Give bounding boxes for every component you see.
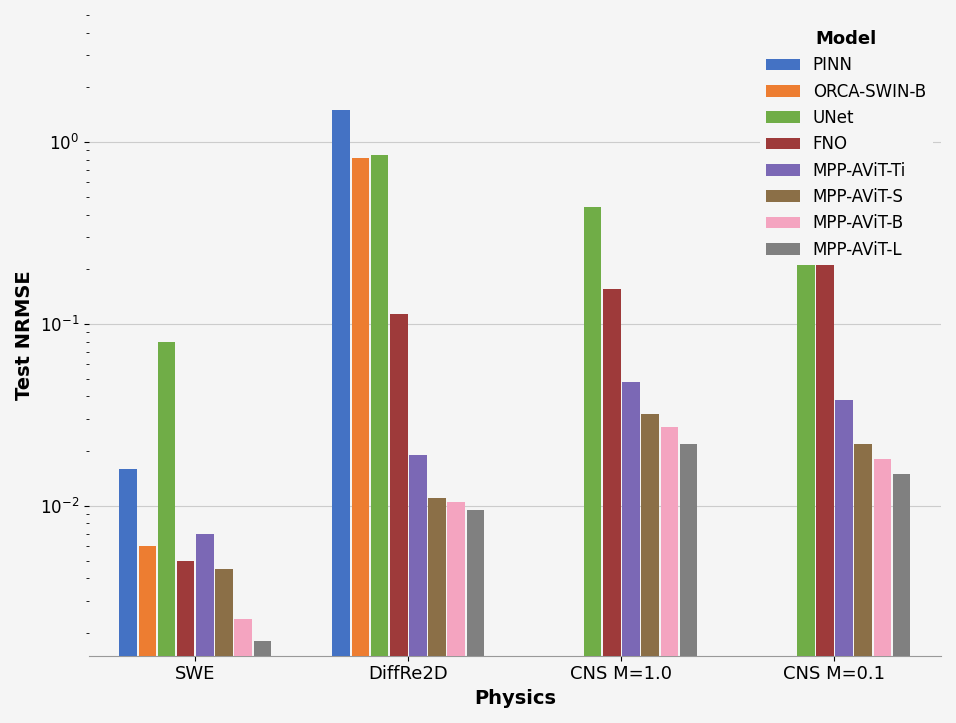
Bar: [584, 207, 601, 723]
Bar: [855, 444, 872, 723]
Bar: [661, 427, 678, 723]
Bar: [603, 289, 620, 723]
Bar: [390, 315, 407, 723]
Bar: [215, 569, 233, 723]
Bar: [836, 401, 853, 723]
Bar: [158, 342, 175, 723]
Bar: [409, 455, 426, 723]
Bar: [120, 469, 137, 723]
Bar: [680, 444, 697, 723]
Y-axis label: Test NRMSE: Test NRMSE: [15, 270, 34, 400]
Bar: [253, 641, 272, 723]
Bar: [874, 459, 891, 723]
Bar: [177, 560, 194, 723]
Bar: [352, 158, 369, 723]
Bar: [641, 414, 659, 723]
Bar: [371, 155, 388, 723]
Bar: [428, 498, 445, 723]
Bar: [797, 105, 815, 723]
Legend: PINN, ORCA-SWIN-B, UNet, FNO, MPP-AViT-Ti, MPP-AViT-S, MPP-AViT-B, MPP-AViT-L: PINN, ORCA-SWIN-B, UNet, FNO, MPP-AViT-T…: [759, 23, 933, 265]
Bar: [467, 510, 485, 723]
Bar: [234, 619, 252, 723]
X-axis label: Physics: Physics: [474, 689, 555, 708]
Bar: [816, 254, 834, 723]
Bar: [196, 534, 214, 723]
Bar: [622, 382, 640, 723]
Bar: [333, 110, 350, 723]
Bar: [893, 474, 910, 723]
Bar: [447, 502, 466, 723]
Bar: [139, 546, 156, 723]
